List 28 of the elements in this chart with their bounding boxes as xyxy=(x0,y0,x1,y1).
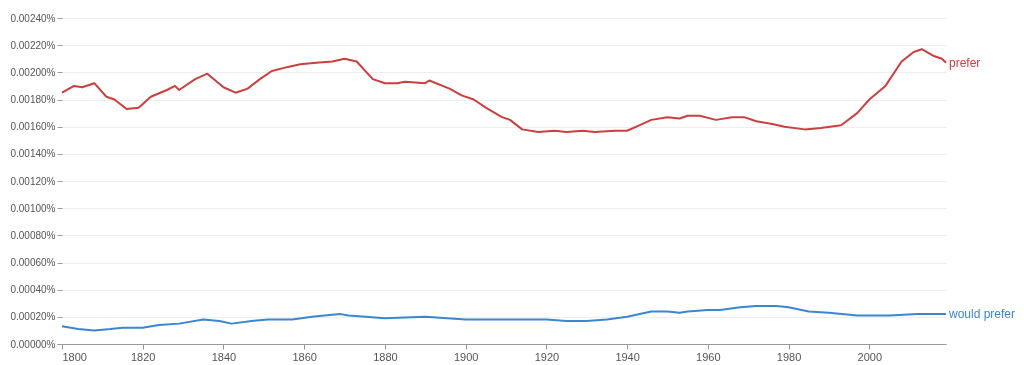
y-tick-label: 0.00000% xyxy=(10,338,56,350)
y-tick-label: 0.00120% xyxy=(10,175,56,187)
x-tick-label: 1980 xyxy=(776,350,802,363)
series-label: prefer xyxy=(949,55,981,70)
line-series xyxy=(61,304,947,332)
y-tick-label: 0.00180% xyxy=(10,94,56,105)
x-tick-label: 1820 xyxy=(130,350,156,363)
x-tick-label: 1920 xyxy=(534,350,560,363)
x-tick-label: 1800 xyxy=(62,350,87,363)
y-tick-label: 0.00240% xyxy=(10,12,56,24)
y-tick-label: 0.00100% xyxy=(10,202,56,214)
y-tick-label: 0.00020% xyxy=(10,311,56,323)
series-label: would prefer xyxy=(948,307,1016,322)
y-tick-label: 0.00220% xyxy=(10,39,56,51)
x-tick-label: 1840 xyxy=(211,350,237,363)
y-tick-label: 0.00060% xyxy=(10,257,56,268)
line-series xyxy=(61,48,947,134)
x-tick-label: 1940 xyxy=(615,350,640,363)
y-tick-label: 0.00160% xyxy=(10,121,56,133)
x-tick-label: 1900 xyxy=(453,350,479,363)
x-tick-label: 1880 xyxy=(373,350,398,363)
x-tick-label: 2000 xyxy=(857,350,883,363)
y-tick-label: 0.00200% xyxy=(10,66,56,78)
y-tick-label: 0.00080% xyxy=(10,229,56,241)
y-tick-label: 0.00140% xyxy=(10,148,56,160)
y-tick-label: 0.00040% xyxy=(10,284,56,296)
x-tick-label: 1860 xyxy=(292,350,317,363)
x-tick-label: 1960 xyxy=(696,350,721,363)
